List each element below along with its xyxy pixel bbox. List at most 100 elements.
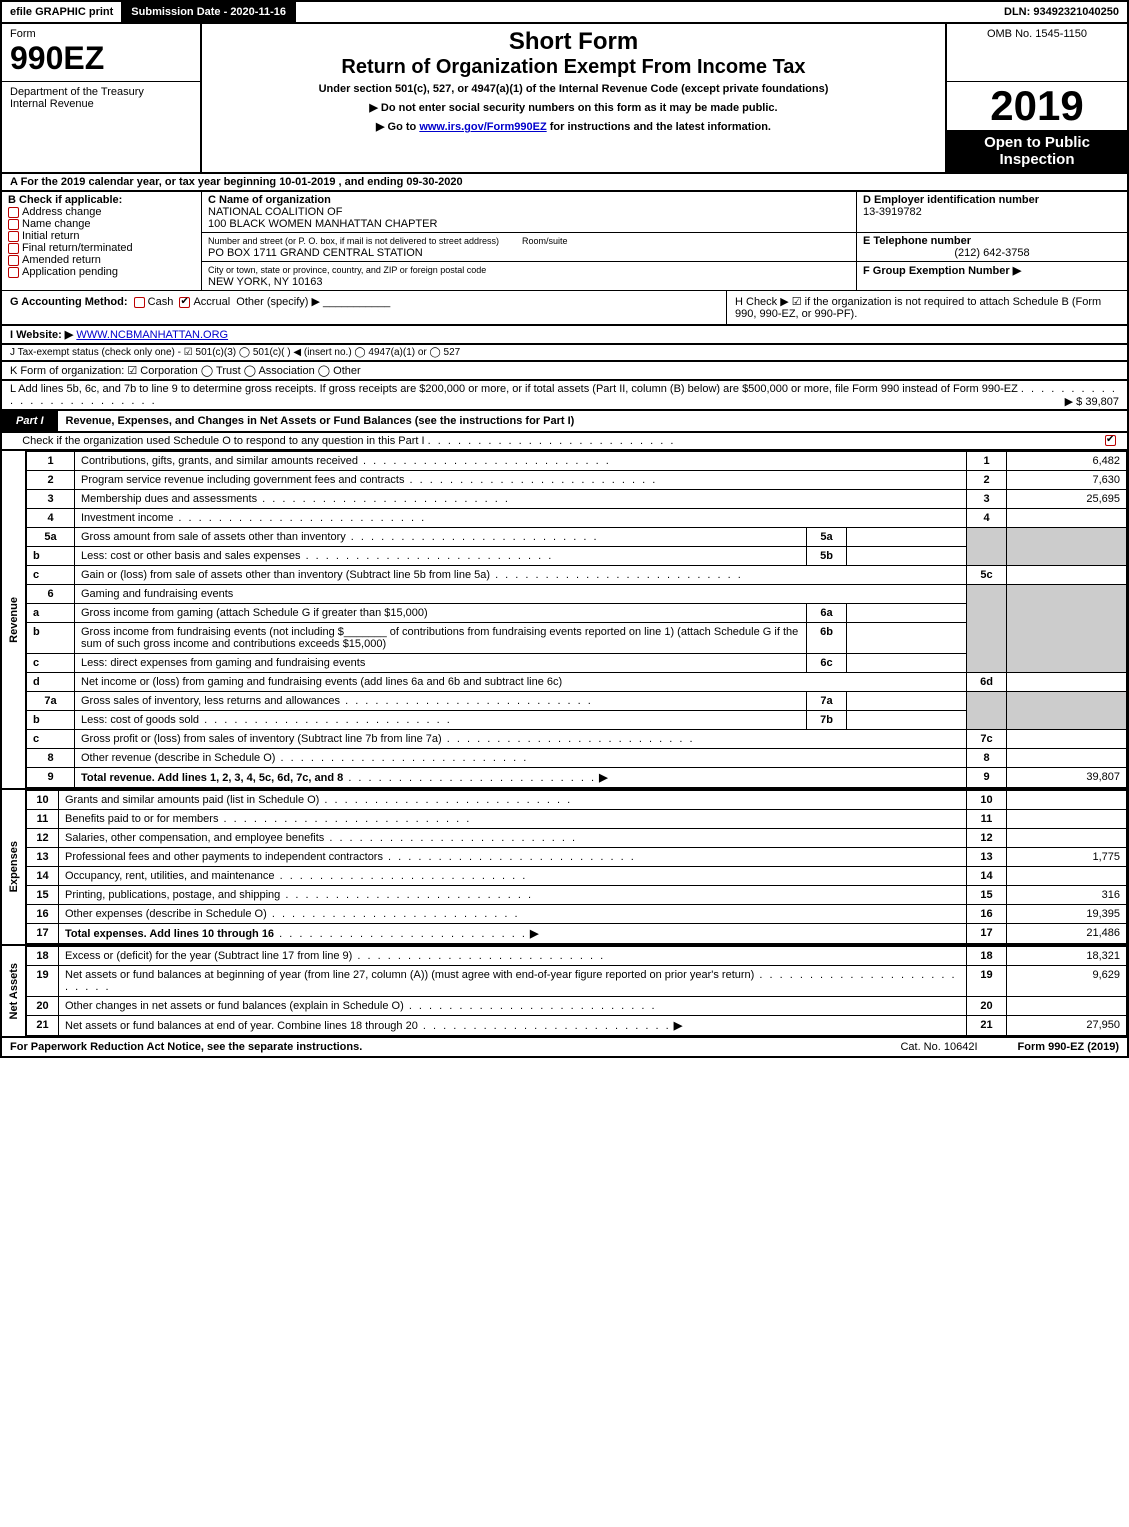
part-1-check-text: Check if the organization used Schedule … [22, 435, 424, 447]
row-l: L Add lines 5b, 6c, and 7b to line 9 to … [0, 381, 1129, 411]
l13-desc: Professional fees and other payments to … [65, 851, 383, 863]
lbl-initial-return: Initial return [22, 230, 79, 242]
l5c-desc: Gain or (loss) from sale of assets other… [81, 569, 490, 581]
lbl-application-pending: Application pending [22, 266, 118, 278]
l4-amt [1007, 509, 1127, 528]
expenses-vlabel: Expenses [6, 837, 22, 896]
line-6a: aGross income from gaming (attach Schedu… [27, 604, 1127, 623]
l6b-desc1: Gross income from fundraising events (no… [81, 626, 344, 638]
chk-accrual[interactable] [179, 297, 190, 308]
netassets-section: Net Assets 18Excess or (deficit) for the… [0, 946, 1129, 1038]
box-c-name: C Name of organization NATIONAL COALITIO… [202, 192, 857, 233]
netassets-vlabel: Net Assets [6, 959, 22, 1023]
part-1-header: Part I Revenue, Expenses, and Changes in… [0, 411, 1129, 433]
l17-arrow: ▶ [530, 928, 538, 940]
l7a-desc: Gross sales of inventory, less returns a… [81, 695, 340, 707]
l15-desc: Printing, publications, postage, and shi… [65, 889, 280, 901]
l6c-desc: Less: direct expenses from gaming and fu… [81, 657, 365, 669]
line-18: 18Excess or (deficit) for the year (Subt… [27, 947, 1127, 966]
l6d-desc: Net income or (loss) from gaming and fun… [75, 673, 967, 692]
expenses-section: Expenses 10Grants and similar amounts pa… [0, 790, 1129, 946]
title-block: Short Form Return of Organization Exempt… [202, 24, 947, 172]
line-7a: 7aGross sales of inventory, less returns… [27, 692, 1127, 711]
chk-final-return[interactable] [8, 243, 19, 254]
box-h: H Check ▶ ☑ if the organization is not r… [727, 291, 1127, 324]
line-6c: cLess: direct expenses from gaming and f… [27, 654, 1127, 673]
goto-line: ▶ Go to www.irs.gov/Form990EZ for instru… [210, 120, 937, 133]
line-21: 21Net assets or fund balances at end of … [27, 1016, 1127, 1036]
l17-desc: Total expenses. Add lines 10 through 16 [65, 928, 274, 940]
line-3: 3Membership dues and assessments325,695 [27, 490, 1127, 509]
entity-info-grid: B Check if applicable: Address change Na… [0, 192, 1129, 291]
org-name-2: 100 BLACK WOMEN MANHATTAN CHAPTER [208, 218, 437, 230]
short-form-title: Short Form [210, 28, 937, 56]
org-name-1: NATIONAL COALITION OF [208, 206, 342, 218]
chk-cash[interactable] [134, 297, 145, 308]
lbl-address-change: Address change [22, 206, 102, 218]
dln-label: DLN: 93492321040250 [996, 2, 1127, 22]
l7c-desc: Gross profit or (loss) from sales of inv… [81, 733, 442, 745]
line-16: 16Other expenses (describe in Schedule O… [27, 905, 1127, 924]
page-footer: For Paperwork Reduction Act Notice, see … [0, 1038, 1129, 1058]
l6-desc: Gaming and fundraising events [75, 585, 967, 604]
l7b-amt [847, 711, 967, 730]
footer-cat: Cat. No. 10642I [900, 1041, 977, 1053]
footer-left: For Paperwork Reduction Act Notice, see … [10, 1041, 362, 1053]
row-i: I Website: ▶ WWW.NCBMANHATTAN.ORG [0, 326, 1129, 345]
l16-desc: Other expenses (describe in Schedule O) [65, 908, 267, 920]
l10-desc: Grants and similar amounts paid (list in… [65, 794, 319, 806]
line-7b: bLess: cost of goods sold7b [27, 711, 1127, 730]
chk-amended-return[interactable] [8, 255, 19, 266]
box-f: F Group Exemption Number ▶ [857, 262, 1127, 291]
ein-value: 13-3919782 [863, 206, 922, 218]
l7c-amt [1007, 730, 1127, 749]
tax-year: 2019 [947, 82, 1127, 130]
revenue-section: Revenue 1Contributions, gifts, grants, a… [0, 451, 1129, 790]
line-19: 19Net assets or fund balances at beginni… [27, 966, 1127, 997]
line-14: 14Occupancy, rent, utilities, and mainte… [27, 867, 1127, 886]
expenses-table: 10Grants and similar amounts paid (list … [26, 790, 1127, 944]
l19-desc: Net assets or fund balances at beginning… [65, 969, 754, 981]
l21-amt: 27,950 [1007, 1016, 1127, 1036]
l16-amt: 19,395 [1007, 905, 1127, 924]
website-link[interactable]: WWW.NCBMANHATTAN.ORG [76, 329, 228, 341]
l12-amt [1007, 829, 1127, 848]
lbl-final-return: Final return/terminated [22, 242, 133, 254]
chk-address-change[interactable] [8, 207, 19, 218]
line-5c: cGain or (loss) from sale of assets othe… [27, 566, 1127, 585]
l6a-amt [847, 604, 967, 623]
chk-application-pending[interactable] [8, 267, 19, 278]
city-label: City or town, state or province, country… [208, 265, 486, 275]
line-5b: bLess: cost or other basis and sales exp… [27, 547, 1127, 566]
i-label: I Website: ▶ [10, 329, 73, 341]
form-label: Form [10, 28, 36, 40]
l6b-amt [847, 623, 967, 654]
part-1-title: Revenue, Expenses, and Changes in Net As… [58, 411, 583, 431]
line-13: 13Professional fees and other payments t… [27, 848, 1127, 867]
footer-form: Form 990-EZ (2019) [1018, 1041, 1119, 1053]
year-inspect-block: 2019 Open to Public Inspection [947, 82, 1127, 172]
l6a-desc: Gross income from gaming (attach Schedul… [75, 604, 807, 623]
g-label: G Accounting Method: [10, 296, 128, 308]
form-header: Form 990EZ Short Form Return of Organiza… [0, 24, 1129, 174]
line-6b: bGross income from fundraising events (n… [27, 623, 1127, 654]
line-2: 2Program service revenue including gover… [27, 471, 1127, 490]
line-1: 1Contributions, gifts, grants, and simil… [27, 452, 1127, 471]
l20-desc: Other changes in net assets or fund bala… [65, 1000, 404, 1012]
chk-initial-return[interactable] [8, 231, 19, 242]
lbl-accrual: Accrual [193, 296, 230, 308]
row-k: K Form of organization: ☑ Corporation ◯ … [0, 362, 1129, 381]
form-number: 990EZ [10, 40, 104, 76]
submission-date-button[interactable]: Submission Date - 2020-11-16 [123, 2, 296, 22]
l9-arrow: ▶ [599, 772, 607, 784]
efile-print-button[interactable]: efile GRAPHIC print [2, 2, 123, 22]
l4-desc: Investment income [81, 512, 173, 524]
l9-amt: 39,807 [1007, 768, 1127, 788]
l19-amt: 9,629 [1007, 966, 1127, 997]
l13-amt: 1,775 [1007, 848, 1127, 867]
box-e: E Telephone number (212) 642-3758 [857, 233, 1127, 262]
irs-link[interactable]: www.irs.gov/Form990EZ [419, 121, 546, 133]
chk-schedule-o[interactable] [1105, 435, 1116, 446]
line-6d: dNet income or (loss) from gaming and fu… [27, 673, 1127, 692]
chk-name-change[interactable] [8, 219, 19, 230]
